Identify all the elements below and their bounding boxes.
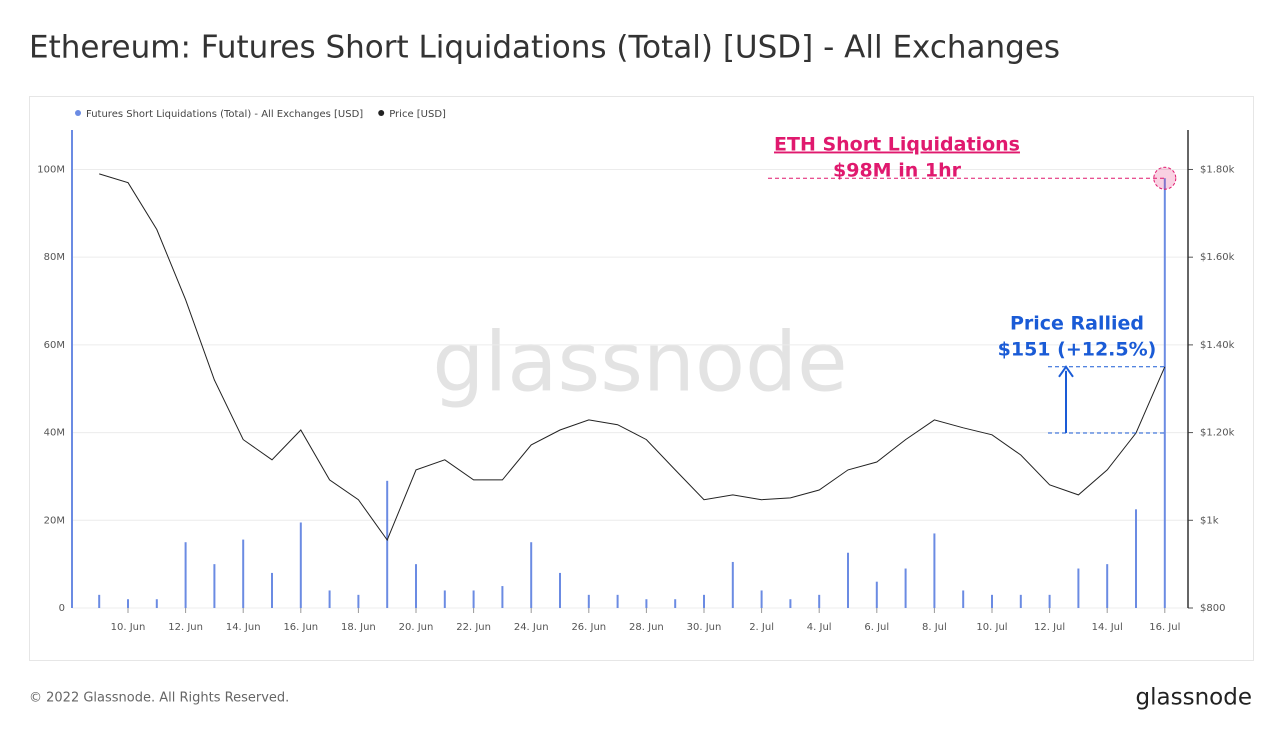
bar	[443, 590, 446, 608]
watermark: glassnode	[432, 315, 847, 410]
bar	[731, 561, 734, 608]
x-tick-label: 4. Jul	[807, 622, 832, 633]
bar	[1019, 594, 1022, 608]
bar	[472, 590, 475, 608]
x-tick-label: 22. Jun	[456, 622, 491, 633]
bar	[184, 542, 187, 608]
y-tick-label: 60M	[44, 340, 65, 351]
bar	[587, 594, 590, 608]
bar	[875, 581, 878, 608]
bar	[789, 599, 792, 608]
x-tick-label: 10. Jul	[976, 622, 1007, 633]
x-tick-label: 14. Jun	[226, 622, 261, 633]
x-tick-label: 18. Jun	[341, 622, 376, 633]
y2-tick-label: $1k	[1200, 515, 1219, 526]
x-tick-label: 14. Jul	[1092, 622, 1123, 633]
y2-tick-label: $1.20k	[1200, 428, 1235, 439]
y-tick-label: 40M	[44, 428, 65, 439]
bar	[760, 590, 763, 608]
bar	[1106, 564, 1109, 608]
x-tick-label: 12. Jul	[1034, 622, 1065, 633]
bar	[847, 552, 849, 608]
bar	[98, 594, 101, 608]
annotation-arrowhead	[1058, 365, 1074, 378]
annotation-circle	[1153, 166, 1177, 190]
bar	[1077, 568, 1080, 608]
y-tick-label: 20M	[44, 515, 65, 526]
x-tick-label: 12. Jun	[168, 622, 203, 633]
y-tick-label: 80M	[44, 252, 65, 263]
bar	[703, 594, 705, 608]
y2-tick-label: $1.40k	[1200, 340, 1235, 351]
y2-tick-label: $800	[1200, 603, 1225, 614]
bar	[530, 542, 533, 608]
bar	[328, 590, 331, 608]
x-tick-label: 2. Jul	[749, 622, 774, 633]
panel	[29, 96, 1254, 661]
bar	[1135, 509, 1137, 608]
bar	[415, 564, 417, 608]
legend-swatch	[378, 110, 385, 116]
x-tick-label: 8. Jul	[922, 622, 947, 633]
bar	[991, 594, 993, 608]
x-tick-label: 28. Jun	[629, 622, 664, 633]
bar	[357, 594, 360, 608]
y-tick-label: 0	[59, 603, 65, 614]
annotation-text: $151 (+12.5%)	[998, 339, 1157, 361]
x-tick-label: 20. Jun	[399, 622, 434, 633]
y-tick-label: 100M	[37, 164, 65, 175]
chart-title: Ethereum: Futures Short Liquidations (To…	[29, 30, 1060, 66]
footer: © 2022 Glassnode. All Rights Reserved.	[29, 691, 289, 706]
bar	[559, 572, 561, 608]
y2-tick-label: $1.80k	[1200, 164, 1235, 175]
bar	[616, 594, 619, 608]
bar	[155, 599, 158, 608]
x-tick-label: 16. Jul	[1149, 622, 1180, 633]
x-tick-label: 10. Jun	[111, 622, 146, 633]
x-tick-label: 24. Jun	[514, 622, 549, 633]
legend-label: Price [USD]	[389, 109, 446, 120]
bar	[645, 599, 648, 608]
bar	[213, 564, 216, 608]
bar	[962, 590, 965, 608]
legend-label: Futures Short Liquidations (Total) - All…	[86, 109, 363, 120]
bar	[818, 594, 821, 608]
bar	[386, 480, 389, 608]
price-line	[99, 173, 1166, 542]
bar	[299, 522, 302, 608]
bar	[271, 572, 273, 608]
x-tick-label: 16. Jun	[283, 622, 318, 633]
annotation-title: Price Rallied	[1010, 313, 1144, 335]
annotation-text: $98M in 1hr	[833, 160, 962, 182]
y2-tick-label: $1.60k	[1200, 252, 1235, 263]
bar	[1163, 178, 1166, 608]
bar	[127, 599, 129, 608]
annotation-title: ETH Short Liquidations	[774, 134, 1020, 156]
bar	[933, 533, 936, 608]
brand-logo: glassnode	[1136, 685, 1252, 711]
x-tick-label: 30. Jun	[687, 622, 722, 633]
bar	[242, 539, 245, 608]
legend-swatch	[75, 110, 81, 116]
x-tick-label: 26. Jun	[571, 622, 606, 633]
bar	[674, 599, 677, 608]
bar	[501, 586, 504, 608]
x-tick-label: 6. Jul	[864, 622, 889, 633]
bar	[904, 568, 907, 608]
bar	[1048, 594, 1051, 608]
